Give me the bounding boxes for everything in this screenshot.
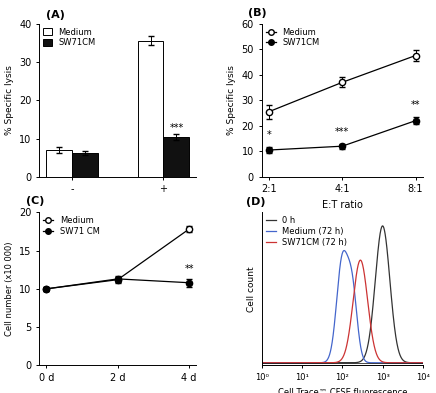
Legend: 0 h, Medium (72 h), SW71CM (72 h): 0 h, Medium (72 h), SW71CM (72 h) (266, 217, 347, 247)
X-axis label: Cell Trace™ CFSE fluorescence: Cell Trace™ CFSE fluorescence (277, 387, 407, 393)
Legend: Medium, SW71 CM: Medium, SW71 CM (44, 217, 100, 236)
Text: (C): (C) (27, 196, 45, 206)
Text: *: * (266, 130, 271, 140)
Text: (B): (B) (249, 9, 267, 18)
Bar (138, 41, 164, 177)
X-axis label: E:T ratio: E:T ratio (322, 200, 363, 210)
Text: (D): (D) (246, 197, 266, 207)
Text: **: ** (184, 264, 194, 274)
Y-axis label: Cell count: Cell count (247, 266, 256, 312)
Y-axis label: % Specific lysis: % Specific lysis (227, 65, 236, 135)
Bar (72, 153, 98, 177)
Legend: Medium, SW71CM: Medium, SW71CM (44, 28, 95, 48)
Bar (46, 150, 72, 177)
Text: ***: *** (335, 127, 349, 137)
Text: (A): (A) (46, 10, 65, 20)
Bar (164, 137, 189, 177)
Y-axis label: Cell number (x10 000): Cell number (x10 000) (5, 242, 14, 336)
Legend: Medium, SW71CM: Medium, SW71CM (266, 28, 320, 48)
Y-axis label: % Specific lysis: % Specific lysis (5, 65, 14, 135)
Text: **: ** (411, 101, 420, 110)
Text: ***: *** (170, 123, 184, 133)
